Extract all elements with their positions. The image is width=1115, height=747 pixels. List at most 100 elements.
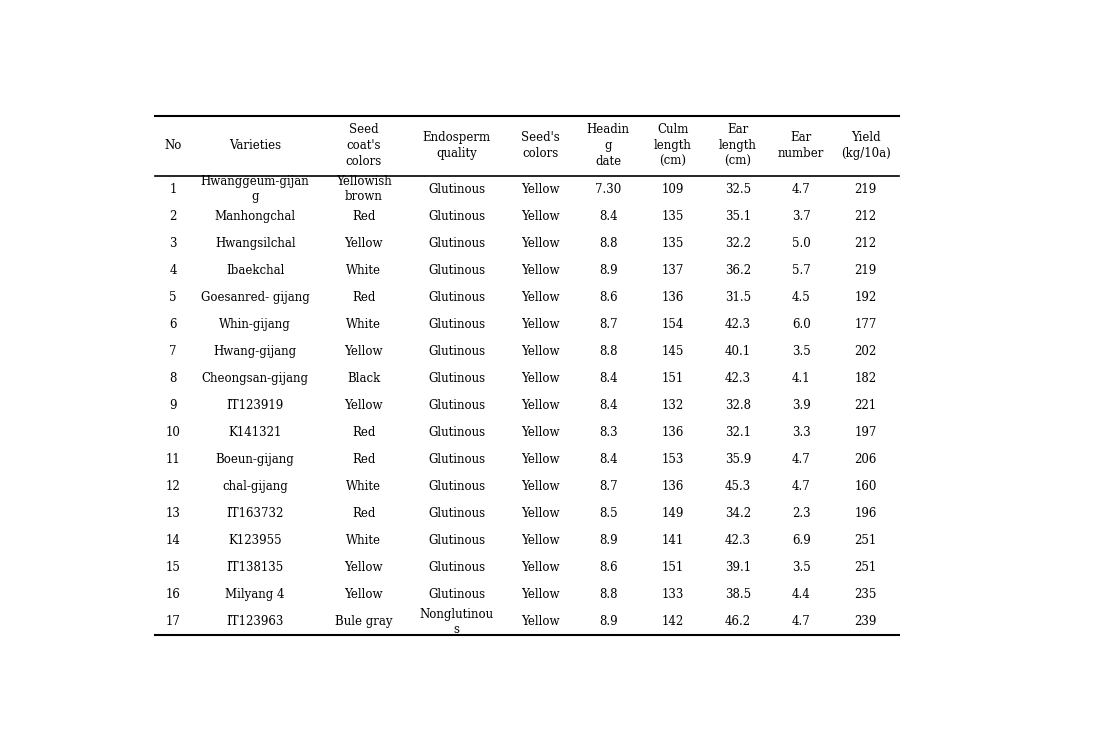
- Text: Yellow: Yellow: [521, 534, 560, 548]
- Text: Red: Red: [352, 427, 376, 439]
- Text: White: White: [346, 264, 381, 277]
- Text: 32.1: 32.1: [725, 427, 750, 439]
- Text: Glutinous: Glutinous: [428, 453, 485, 466]
- Text: 13: 13: [166, 507, 181, 521]
- Text: 1: 1: [169, 183, 177, 196]
- Text: 3: 3: [169, 237, 177, 250]
- Text: Yellow: Yellow: [521, 210, 560, 223]
- Text: Endosperm
quality: Endosperm quality: [423, 131, 491, 160]
- Text: Boeun-gijang: Boeun-gijang: [216, 453, 294, 466]
- Text: 145: 145: [662, 345, 685, 358]
- Text: 160: 160: [854, 480, 876, 493]
- Text: Red: Red: [352, 453, 376, 466]
- Text: Glutinous: Glutinous: [428, 534, 485, 548]
- Text: 235: 235: [854, 589, 876, 601]
- Text: 142: 142: [662, 616, 685, 628]
- Text: 14: 14: [166, 534, 181, 548]
- Text: Seed
coat's
colors: Seed coat's colors: [346, 123, 381, 168]
- Text: 8.4: 8.4: [599, 372, 618, 385]
- Text: 17: 17: [166, 616, 181, 628]
- Text: 8.4: 8.4: [599, 453, 618, 466]
- Text: 8.8: 8.8: [599, 345, 618, 358]
- Text: 8.9: 8.9: [599, 264, 618, 277]
- Text: 5: 5: [169, 291, 177, 304]
- Text: IT163732: IT163732: [226, 507, 284, 521]
- Text: 109: 109: [662, 183, 685, 196]
- Text: 8.4: 8.4: [599, 399, 618, 412]
- Text: 4.7: 4.7: [792, 480, 811, 493]
- Text: chal-gijang: chal-gijang: [222, 480, 288, 493]
- Text: 4: 4: [169, 264, 177, 277]
- Text: Ear
number: Ear number: [778, 131, 824, 160]
- Text: Black: Black: [347, 372, 380, 385]
- Text: Glutinous: Glutinous: [428, 589, 485, 601]
- Text: Yellow: Yellow: [521, 589, 560, 601]
- Text: Milyang 4: Milyang 4: [225, 589, 285, 601]
- Text: 2.3: 2.3: [792, 507, 811, 521]
- Text: 8: 8: [169, 372, 177, 385]
- Text: 11: 11: [166, 453, 181, 466]
- Text: Glutinous: Glutinous: [428, 480, 485, 493]
- Text: 42.3: 42.3: [725, 372, 750, 385]
- Text: Yellow: Yellow: [521, 427, 560, 439]
- Text: 137: 137: [662, 264, 685, 277]
- Text: IT123919: IT123919: [226, 399, 284, 412]
- Text: 8.7: 8.7: [599, 480, 618, 493]
- Text: Red: Red: [352, 210, 376, 223]
- Text: Yellow: Yellow: [521, 183, 560, 196]
- Text: Yellow: Yellow: [345, 562, 382, 574]
- Text: Seed's
colors: Seed's colors: [521, 131, 560, 160]
- Text: 4.7: 4.7: [792, 183, 811, 196]
- Text: Glutinous: Glutinous: [428, 399, 485, 412]
- Text: 219: 219: [854, 264, 876, 277]
- Text: IT138135: IT138135: [226, 562, 284, 574]
- Text: 206: 206: [854, 453, 876, 466]
- Text: 6.9: 6.9: [792, 534, 811, 548]
- Text: Culm
length
(cm): Culm length (cm): [655, 123, 692, 168]
- Text: 8.9: 8.9: [599, 616, 618, 628]
- Text: 35.9: 35.9: [725, 453, 750, 466]
- Text: Yellow: Yellow: [345, 589, 382, 601]
- Text: No: No: [164, 139, 182, 152]
- Text: Yellow: Yellow: [521, 291, 560, 304]
- Text: 39.1: 39.1: [725, 562, 750, 574]
- Text: 177: 177: [854, 318, 876, 331]
- Text: 4.4: 4.4: [792, 589, 811, 601]
- Text: 8.8: 8.8: [599, 237, 618, 250]
- Text: 46.2: 46.2: [725, 616, 750, 628]
- Text: 32.2: 32.2: [725, 237, 750, 250]
- Text: 136: 136: [662, 291, 685, 304]
- Text: 36.2: 36.2: [725, 264, 750, 277]
- Text: Hwang-gijang: Hwang-gijang: [214, 345, 297, 358]
- Text: K141321: K141321: [229, 427, 282, 439]
- Text: 6.0: 6.0: [792, 318, 811, 331]
- Text: 8.3: 8.3: [599, 427, 618, 439]
- Text: 151: 151: [662, 562, 685, 574]
- Text: 2: 2: [169, 210, 177, 223]
- Text: 135: 135: [662, 237, 685, 250]
- Text: 8.8: 8.8: [599, 589, 618, 601]
- Text: 38.5: 38.5: [725, 589, 750, 601]
- Text: Yellow: Yellow: [345, 237, 382, 250]
- Text: Manhongchal: Manhongchal: [214, 210, 295, 223]
- Text: Glutinous: Glutinous: [428, 372, 485, 385]
- Text: Yellowish
brown: Yellowish brown: [336, 176, 391, 203]
- Text: Yellow: Yellow: [521, 480, 560, 493]
- Text: 192: 192: [854, 291, 876, 304]
- Text: Cheongsan-gijang: Cheongsan-gijang: [202, 372, 309, 385]
- Text: Glutinous: Glutinous: [428, 562, 485, 574]
- Text: Glutinous: Glutinous: [428, 345, 485, 358]
- Text: Nonglutinou
s: Nonglutinou s: [419, 608, 494, 636]
- Text: Glutinous: Glutinous: [428, 318, 485, 331]
- Text: Varieties: Varieties: [229, 139, 281, 152]
- Text: 4.1: 4.1: [792, 372, 811, 385]
- Text: Yellow: Yellow: [345, 399, 382, 412]
- Text: 12: 12: [166, 480, 181, 493]
- Text: Yellow: Yellow: [521, 345, 560, 358]
- Text: White: White: [346, 480, 381, 493]
- Text: Glutinous: Glutinous: [428, 264, 485, 277]
- Text: Yellow: Yellow: [521, 562, 560, 574]
- Text: Yellow: Yellow: [345, 345, 382, 358]
- Text: 35.1: 35.1: [725, 210, 750, 223]
- Text: 34.2: 34.2: [725, 507, 750, 521]
